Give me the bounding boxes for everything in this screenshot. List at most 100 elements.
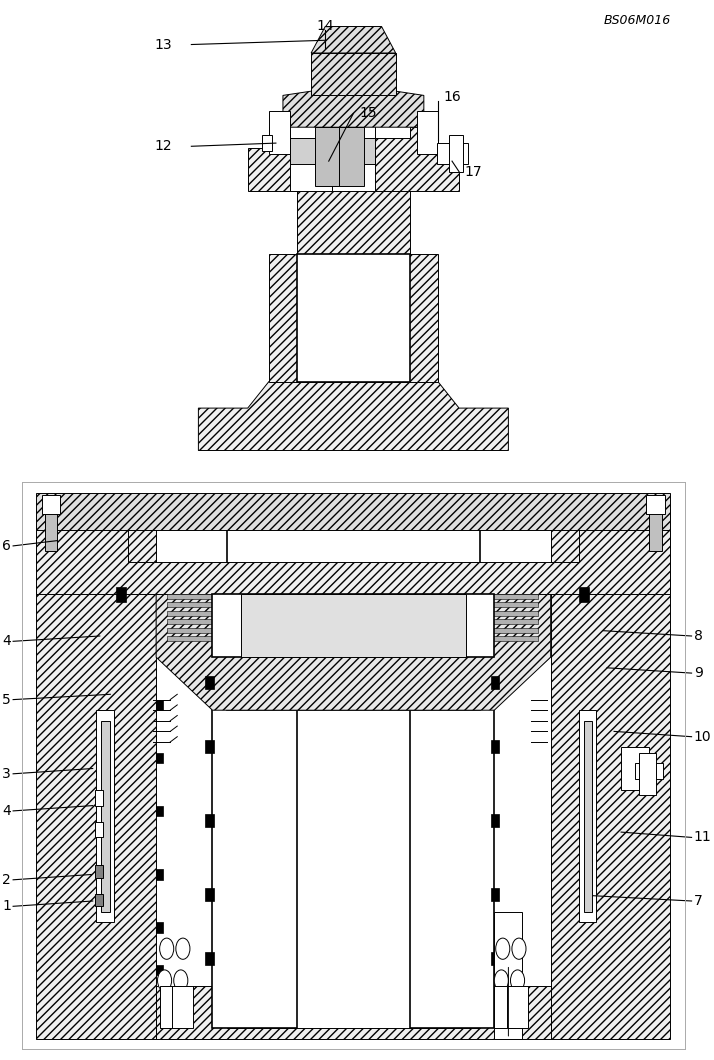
Bar bbox=[491, 952, 499, 965]
Polygon shape bbox=[36, 493, 670, 530]
Text: 2: 2 bbox=[2, 872, 11, 887]
Polygon shape bbox=[36, 509, 156, 1039]
Bar bbox=[649, 504, 662, 551]
Polygon shape bbox=[156, 594, 550, 710]
Bar bbox=[639, 753, 656, 795]
Polygon shape bbox=[36, 509, 670, 594]
Bar bbox=[635, 763, 663, 779]
Circle shape bbox=[174, 970, 188, 991]
Polygon shape bbox=[156, 986, 550, 1039]
Bar bbox=[42, 495, 60, 514]
Text: 1: 1 bbox=[2, 899, 11, 914]
Text: 11: 11 bbox=[694, 830, 711, 845]
Bar bbox=[241, 594, 466, 657]
Bar bbox=[269, 111, 290, 154]
Bar bbox=[156, 806, 164, 816]
Text: 8: 8 bbox=[694, 629, 703, 643]
Bar bbox=[507, 986, 528, 1028]
Text: BS06M016: BS06M016 bbox=[603, 14, 670, 26]
Bar bbox=[206, 676, 214, 689]
Polygon shape bbox=[311, 26, 396, 53]
Bar bbox=[166, 619, 218, 624]
Circle shape bbox=[176, 938, 190, 959]
Circle shape bbox=[511, 970, 525, 991]
Bar bbox=[166, 636, 218, 641]
Bar bbox=[172, 986, 193, 1028]
Bar bbox=[332, 117, 375, 191]
Bar bbox=[494, 912, 523, 1039]
Text: 16: 16 bbox=[443, 90, 461, 104]
Bar bbox=[487, 619, 538, 624]
Text: 6: 6 bbox=[2, 538, 11, 553]
Bar bbox=[436, 143, 468, 164]
Polygon shape bbox=[621, 747, 649, 790]
Polygon shape bbox=[198, 382, 508, 450]
Bar bbox=[166, 602, 218, 607]
Bar bbox=[417, 111, 438, 154]
Bar bbox=[156, 869, 164, 880]
Bar bbox=[487, 602, 538, 607]
Text: 17: 17 bbox=[465, 164, 483, 179]
Bar bbox=[646, 495, 665, 514]
Bar bbox=[410, 636, 494, 1028]
Bar bbox=[156, 965, 164, 975]
Bar bbox=[290, 138, 375, 164]
Polygon shape bbox=[248, 127, 459, 191]
Bar bbox=[95, 865, 104, 878]
Bar bbox=[95, 894, 104, 906]
Bar bbox=[487, 636, 538, 641]
Text: 3: 3 bbox=[2, 766, 11, 781]
Bar bbox=[166, 611, 218, 616]
Text: 5: 5 bbox=[2, 692, 11, 707]
Bar bbox=[339, 127, 364, 185]
Text: 4: 4 bbox=[2, 634, 11, 649]
Bar bbox=[160, 986, 181, 1028]
Bar bbox=[206, 814, 214, 827]
Bar bbox=[491, 888, 499, 901]
Bar bbox=[166, 628, 218, 633]
Bar bbox=[491, 676, 499, 689]
Polygon shape bbox=[550, 509, 670, 1039]
Bar bbox=[487, 611, 538, 616]
Bar bbox=[101, 721, 110, 912]
Text: 7: 7 bbox=[694, 894, 703, 908]
Bar bbox=[95, 822, 104, 837]
Text: 9: 9 bbox=[694, 666, 703, 681]
Bar bbox=[584, 721, 592, 912]
Circle shape bbox=[160, 938, 174, 959]
Bar bbox=[95, 790, 104, 806]
Text: 15: 15 bbox=[359, 106, 377, 121]
Text: 12: 12 bbox=[154, 139, 171, 154]
Polygon shape bbox=[283, 90, 424, 127]
Bar bbox=[156, 700, 164, 710]
Text: 4: 4 bbox=[2, 803, 11, 818]
Circle shape bbox=[512, 938, 526, 959]
Bar bbox=[206, 888, 214, 901]
Bar bbox=[156, 922, 164, 933]
Bar bbox=[226, 519, 481, 710]
Circle shape bbox=[496, 938, 510, 959]
Bar bbox=[166, 594, 218, 599]
Bar bbox=[579, 587, 589, 602]
Bar bbox=[487, 594, 538, 599]
Polygon shape bbox=[269, 191, 438, 382]
Circle shape bbox=[494, 970, 508, 991]
Bar bbox=[448, 135, 463, 172]
Circle shape bbox=[158, 970, 171, 991]
Bar bbox=[116, 587, 126, 602]
Bar bbox=[315, 127, 339, 185]
Bar bbox=[262, 135, 272, 151]
Bar bbox=[213, 594, 494, 657]
Bar bbox=[213, 636, 297, 1028]
Bar bbox=[206, 952, 214, 965]
Bar bbox=[96, 710, 114, 922]
Bar bbox=[45, 504, 58, 551]
Bar bbox=[494, 986, 516, 1028]
Bar bbox=[297, 254, 410, 382]
Bar bbox=[487, 628, 538, 633]
Text: 13: 13 bbox=[154, 37, 171, 52]
Polygon shape bbox=[311, 53, 396, 95]
Bar bbox=[156, 753, 164, 763]
Bar bbox=[491, 814, 499, 827]
Bar bbox=[579, 710, 596, 922]
